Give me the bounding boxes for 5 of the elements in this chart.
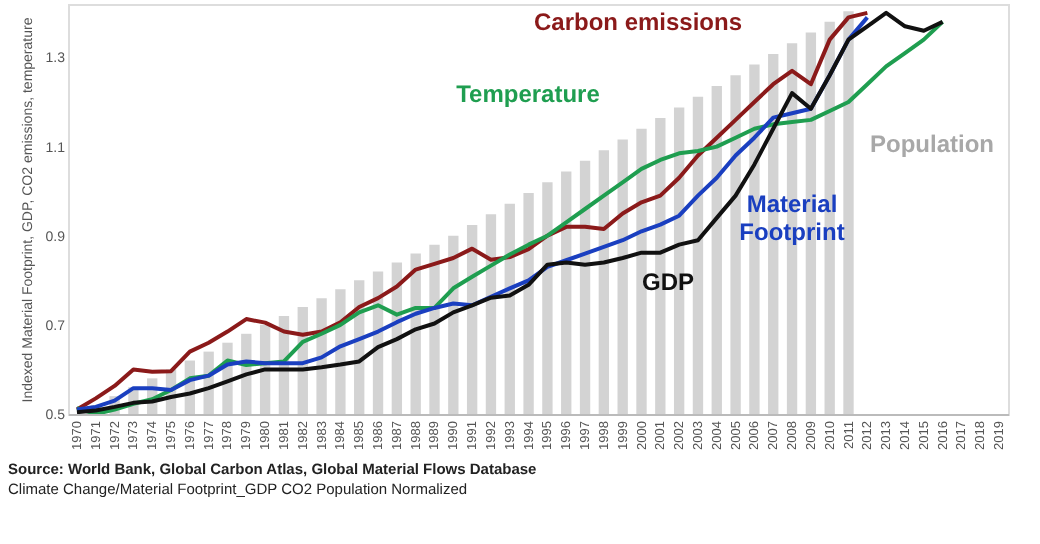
series-label: GDP xyxy=(641,268,695,296)
series-label: Material Footprint xyxy=(739,190,845,246)
text: Temperature xyxy=(456,80,601,108)
text: Carbon emissions xyxy=(533,8,743,36)
series-label: Population xyxy=(870,130,994,158)
